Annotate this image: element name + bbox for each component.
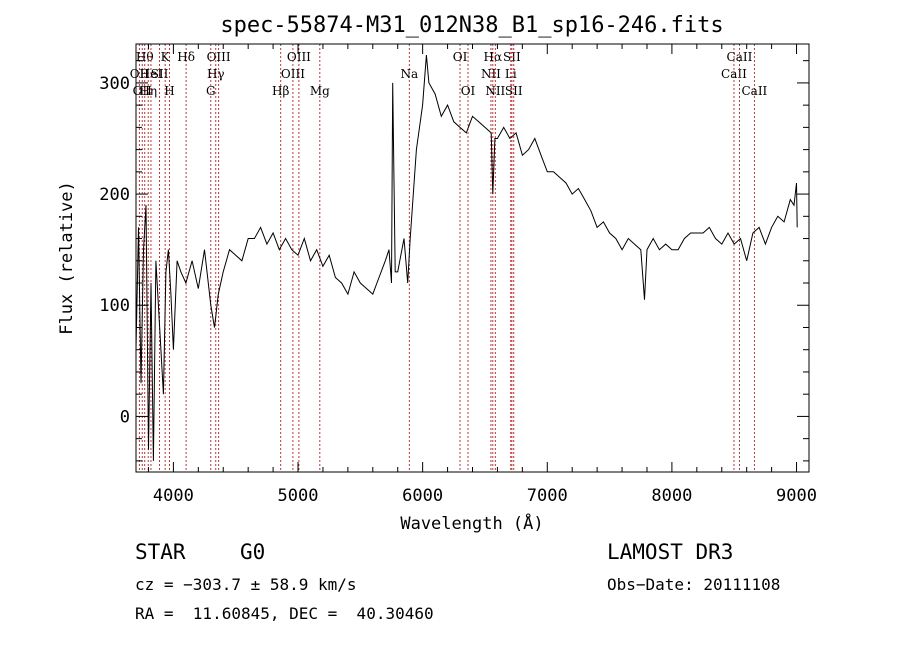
chart-title: spec-55874-M31_012N38_B1_sp16-246.fits — [220, 13, 723, 38]
line-marker-label-17: OI — [453, 50, 468, 64]
line-marker-label-16: Na — [400, 67, 418, 81]
x-axis: 4000 5000 6000 7000 8000 9000 — [147, 44, 817, 506]
redshift-velocity: cz = −303.7 ± 58.9 km/s — [135, 575, 357, 594]
observation-date: Obs−Date: 20111108 — [607, 575, 781, 594]
line-marker-label-23: SII — [503, 50, 521, 64]
object-subclass: G0 — [240, 540, 266, 564]
line-marker-label-21: NII — [485, 84, 505, 98]
line-marker-label-6: K — [161, 50, 171, 64]
line-marker-label-13: OIII — [281, 67, 305, 81]
coordinates: RA = 11.60845, DEC = 40.30460 — [135, 604, 434, 623]
x-tick-label-0: 4000 — [153, 486, 194, 506]
line-marker-label-19: NII — [481, 67, 501, 81]
line-marker-label-27: CaII — [741, 84, 767, 98]
x-tick-label-2: 6000 — [402, 486, 443, 506]
line-marker-label-20: Hα — [484, 50, 503, 64]
x-tick-label-4: 8000 — [651, 486, 692, 506]
survey-name: LAMOST DR3 — [607, 540, 734, 564]
y-tick-label-3: 300 — [99, 74, 130, 94]
x-tick-label-5: 9000 — [776, 486, 817, 506]
line-marker-label-4: HeI — [140, 67, 163, 81]
line-marker-label-26: CaII — [727, 50, 753, 64]
line-marker-label-1: OII — [133, 84, 153, 98]
y-tick-label-2: 200 — [99, 185, 130, 205]
line-marker-label-24: SII — [505, 84, 523, 98]
y-tick-label-0: 0 — [120, 407, 130, 427]
line-marker-label-15: Mg — [310, 84, 330, 98]
y-tick-label-1: 100 — [99, 296, 130, 316]
x-tick-label-3: 7000 — [527, 486, 568, 506]
line-marker-label-5: SII — [151, 67, 169, 81]
line-marker-label-12: Hβ — [272, 84, 289, 98]
x-axis-label: Wavelength (Å) — [400, 512, 543, 534]
line-marker-label-11: OIII — [207, 50, 231, 64]
line-marker-label-8: Hδ — [177, 50, 195, 64]
x-tick-label-1: 5000 — [278, 486, 319, 506]
plot-frame — [135, 43, 810, 473]
line-marker-label-22: Li — [505, 67, 517, 81]
line-marker-label-14: OIII — [287, 50, 311, 64]
object-class: STAR — [135, 540, 186, 564]
line-marker-label-7: H — [164, 84, 174, 98]
spectrum-line — [135, 55, 798, 461]
line-markers: OIIOIIHθHηHeISIIKHHδGHγOIIIHβOIIIOIIIMgN… — [130, 44, 768, 472]
line-marker-label-25: CaII — [721, 67, 747, 81]
line-marker-label-3: Hη — [139, 84, 157, 98]
y-axis: 0 100 200 300 — [99, 60, 809, 462]
line-marker-label-10: Hγ — [207, 67, 225, 81]
line-marker-label-9: G — [206, 84, 216, 98]
y-axis-label: Flux (relative) — [57, 181, 77, 335]
line-marker-label-18: OI — [461, 84, 476, 98]
